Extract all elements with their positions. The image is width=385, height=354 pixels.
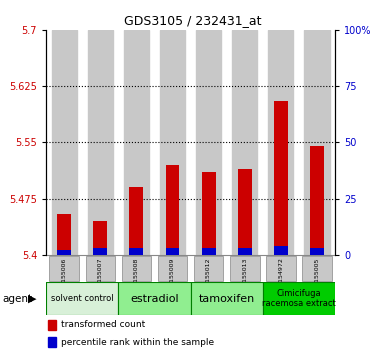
Text: GSM155006: GSM155006 xyxy=(62,257,67,295)
FancyBboxPatch shape xyxy=(122,256,151,281)
Bar xyxy=(304,30,330,255)
Bar xyxy=(268,30,293,255)
Text: GSM155007: GSM155007 xyxy=(98,257,103,295)
Bar xyxy=(88,30,113,255)
FancyBboxPatch shape xyxy=(158,256,187,281)
Bar xyxy=(46,282,119,315)
Text: GSM155005: GSM155005 xyxy=(315,257,320,295)
Text: estradiol: estradiol xyxy=(130,293,179,303)
FancyBboxPatch shape xyxy=(49,256,79,281)
Bar xyxy=(196,30,221,255)
Text: agent: agent xyxy=(2,293,32,303)
FancyBboxPatch shape xyxy=(194,256,223,281)
Bar xyxy=(52,30,77,255)
Text: GSM155013: GSM155013 xyxy=(242,257,247,295)
Bar xyxy=(129,188,143,255)
FancyBboxPatch shape xyxy=(302,256,332,281)
Text: ▶: ▶ xyxy=(28,293,36,303)
Text: Cimicifuga
racemosa extract: Cimicifuga racemosa extract xyxy=(262,289,336,308)
Bar xyxy=(166,248,179,255)
Bar xyxy=(310,146,324,255)
Bar xyxy=(57,214,71,255)
FancyBboxPatch shape xyxy=(85,256,115,281)
Bar xyxy=(166,165,179,255)
Bar xyxy=(232,30,257,255)
Text: GDS3105 / 232431_at: GDS3105 / 232431_at xyxy=(124,14,261,27)
Text: tamoxifen: tamoxifen xyxy=(199,293,255,303)
FancyBboxPatch shape xyxy=(230,256,259,281)
Bar xyxy=(160,30,185,255)
Text: GSM155009: GSM155009 xyxy=(170,257,175,295)
Bar xyxy=(129,248,143,255)
Bar xyxy=(274,101,288,255)
FancyBboxPatch shape xyxy=(266,256,296,281)
Bar xyxy=(119,282,191,315)
Bar xyxy=(202,248,216,255)
Bar xyxy=(263,282,335,315)
Text: percentile rank within the sample: percentile rank within the sample xyxy=(61,338,214,347)
Text: GSM155012: GSM155012 xyxy=(206,257,211,295)
Bar xyxy=(94,221,107,255)
Bar xyxy=(191,282,263,315)
Text: GSM155008: GSM155008 xyxy=(134,257,139,295)
Bar xyxy=(310,248,324,255)
Bar xyxy=(124,30,149,255)
Bar xyxy=(94,248,107,255)
Text: solvent control: solvent control xyxy=(51,294,114,303)
Bar xyxy=(202,172,216,255)
Text: GSM154972: GSM154972 xyxy=(278,257,283,295)
Bar xyxy=(48,320,56,330)
Bar xyxy=(48,337,56,347)
Bar xyxy=(274,246,288,255)
Bar xyxy=(57,251,71,255)
Bar xyxy=(238,169,252,255)
Text: transformed count: transformed count xyxy=(61,320,145,329)
Bar xyxy=(238,248,252,255)
